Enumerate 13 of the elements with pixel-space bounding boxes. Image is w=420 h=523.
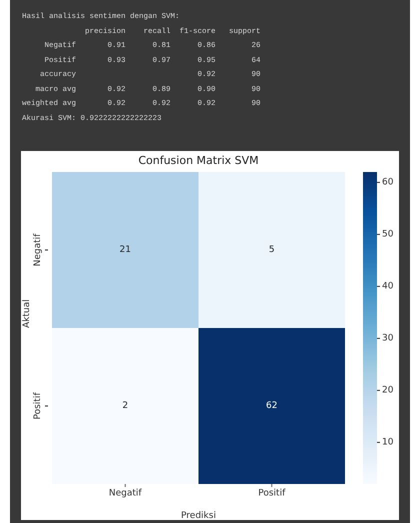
color-bar-label: 60 — [382, 177, 394, 188]
color-bar-label: 40 — [382, 281, 394, 292]
x-axis-title: Prediksi — [181, 511, 216, 521]
data-label: 62 — [266, 401, 278, 411]
data-label: 21 — [120, 245, 131, 255]
color-bar-label: 50 — [382, 229, 394, 240]
chart-title: Confusion Matrix SVM — [137, 154, 260, 167]
y-axis-title: Aktual — [22, 299, 32, 328]
color-bar-label: 10 — [382, 437, 394, 448]
data-label: 2 — [122, 401, 128, 411]
data-label: 5 — [268, 245, 275, 255]
color-bar-label: 20 — [382, 385, 394, 396]
color-bar-label: 30 — [382, 333, 394, 344]
